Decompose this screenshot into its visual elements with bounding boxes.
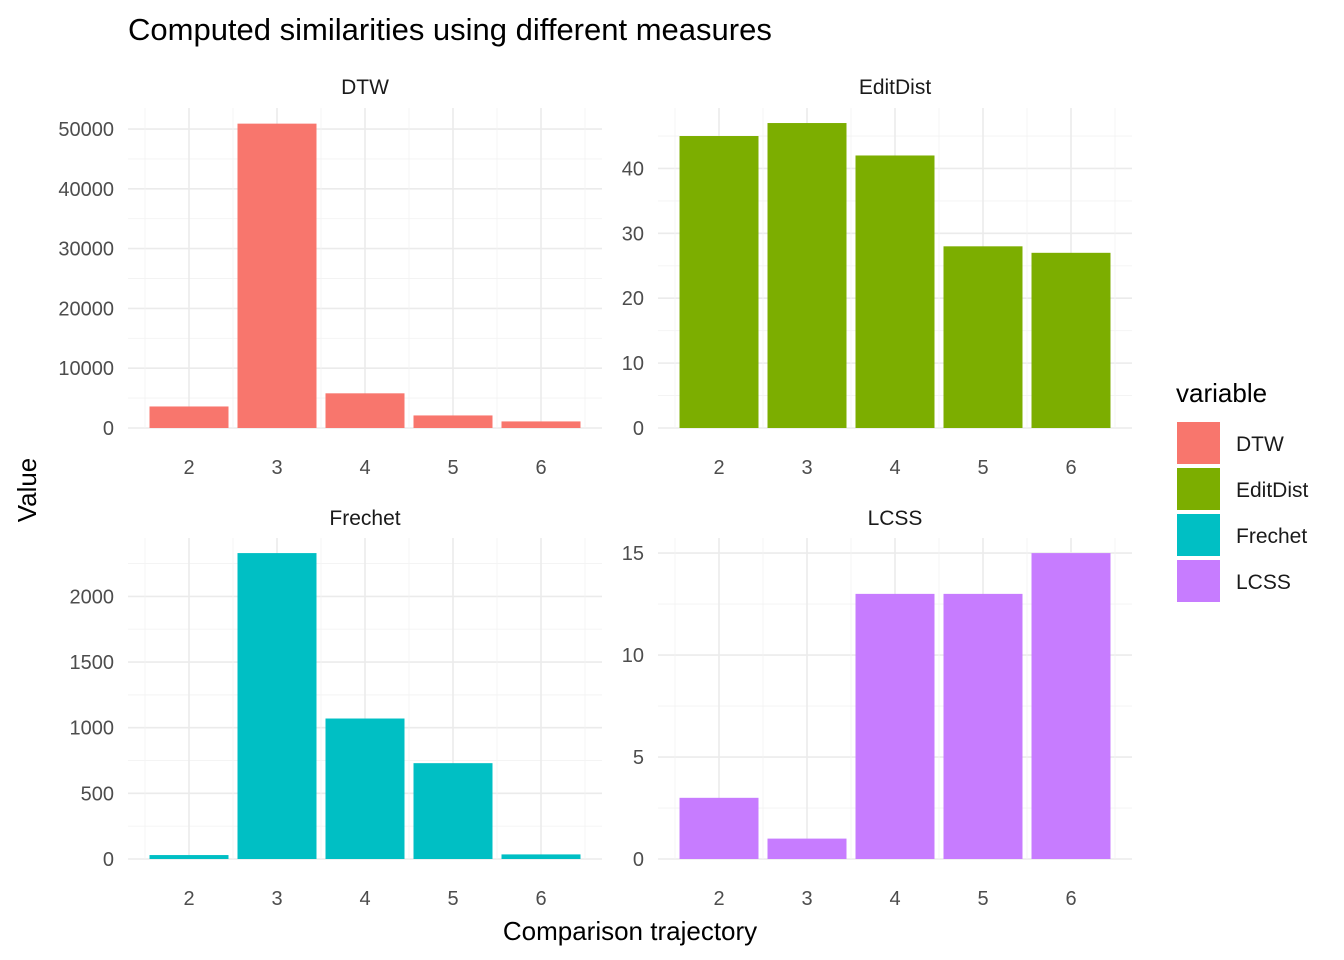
x-tick-label: 6 [535,888,546,910]
bar-lcss-3 [767,838,847,859]
x-tick-label: 4 [889,457,900,479]
x-tick-label: 2 [713,457,724,479]
x-tick-label: 6 [1065,457,1076,479]
legend: variable DTW EditDist Frechet LCSS [1176,378,1309,602]
x-tick-label: 4 [359,457,370,479]
y-tick-label: 30000 [58,239,114,261]
y-tick-label: 20000 [58,298,114,320]
y-tick-label: 1500 [70,652,115,674]
y-tick-label: 0 [103,418,114,440]
x-tick-label: 4 [889,888,900,910]
y-tick-label: 10 [622,645,644,667]
x-tick-label: 3 [271,457,282,479]
x-tick-label: 6 [535,457,546,479]
y-tick-label: 2000 [70,586,115,608]
y-tick-label: 20 [622,288,644,310]
bar-dtw-5 [413,415,493,428]
y-tick-label: 0 [633,849,644,871]
y-axis-title: Value [12,458,42,523]
bar-frechet-3 [237,553,317,859]
panel-title-editdist: EditDist [859,76,932,99]
x-tick-label: 5 [977,888,988,910]
legend-label-frechet: Frechet [1236,525,1307,548]
x-tick-label: 3 [801,888,812,910]
panel-dtw: DTW 0 10000 20000 30000 40000 50000 2 3 4 5 6 [58,76,602,479]
legend-key-lcss [1177,560,1220,602]
bar-frechet-5 [413,763,493,859]
y-tick-label: 30 [622,223,644,245]
bar-dtw-6 [501,421,581,428]
bar-lcss-4 [855,593,935,859]
x-tick-label: 2 [183,888,194,910]
x-tick-label: 6 [1065,888,1076,910]
x-axis-title: Comparison trajectory [503,916,757,946]
y-tick-label: 5 [633,747,644,769]
panel-title-lcss: LCSS [868,507,923,530]
x-tick-label: 4 [359,888,370,910]
bar-frechet-2 [149,855,229,859]
legend-label-lcss: LCSS [1236,571,1291,594]
legend-label-dtw: DTW [1236,433,1284,456]
panel-editdist: EditDist 0 10 20 30 40 2 3 4 5 6 [622,76,1132,479]
bar-editdist-6 [1031,252,1111,428]
y-tick-label: 500 [81,783,114,805]
bar-dtw-4 [325,393,405,428]
panel-frechet: Frechet 0 500 1000 1500 2000 2 3 4 5 6 [70,507,602,910]
x-tick-label: 2 [713,888,724,910]
bar-frechet-6 [501,854,581,859]
bar-lcss-2 [679,797,759,859]
bar-editdist-3 [767,123,847,428]
bar-lcss-5 [943,593,1023,859]
x-tick-label: 2 [183,457,194,479]
legend-label-editdist: EditDist [1236,479,1309,502]
legend-title: variable [1176,378,1267,408]
panel-lcss: LCSS 0 5 10 15 2 3 4 5 6 [622,507,1132,910]
x-tick-label: 5 [447,888,458,910]
y-tick-label: 15 [622,543,644,565]
y-tick-label: 0 [103,849,114,871]
legend-key-dtw [1177,422,1220,464]
y-tick-label: 40000 [58,179,114,201]
y-tick-label: 0 [633,418,644,440]
x-tick-label: 3 [271,888,282,910]
panel-title-frechet: Frechet [329,507,400,530]
x-tick-label: 5 [447,457,458,479]
panel-title-dtw: DTW [341,76,389,99]
x-tick-label: 5 [977,457,988,479]
chart-title: Computed similarities using different me… [128,12,772,47]
bar-editdist-2 [679,136,759,428]
bar-dtw-3 [237,123,317,428]
y-tick-label: 50000 [58,119,114,141]
bar-editdist-4 [855,155,935,429]
bar-dtw-2 [149,406,229,428]
y-tick-label: 40 [622,158,644,180]
legend-key-editdist [1177,468,1220,510]
legend-key-frechet [1177,514,1220,556]
y-tick-label: 10000 [58,358,114,380]
bar-frechet-4 [325,718,405,859]
bar-lcss-6 [1031,553,1111,859]
y-tick-label: 10 [622,353,644,375]
y-tick-label: 1000 [70,718,115,740]
bar-editdist-5 [943,246,1023,428]
x-tick-label: 3 [801,457,812,479]
